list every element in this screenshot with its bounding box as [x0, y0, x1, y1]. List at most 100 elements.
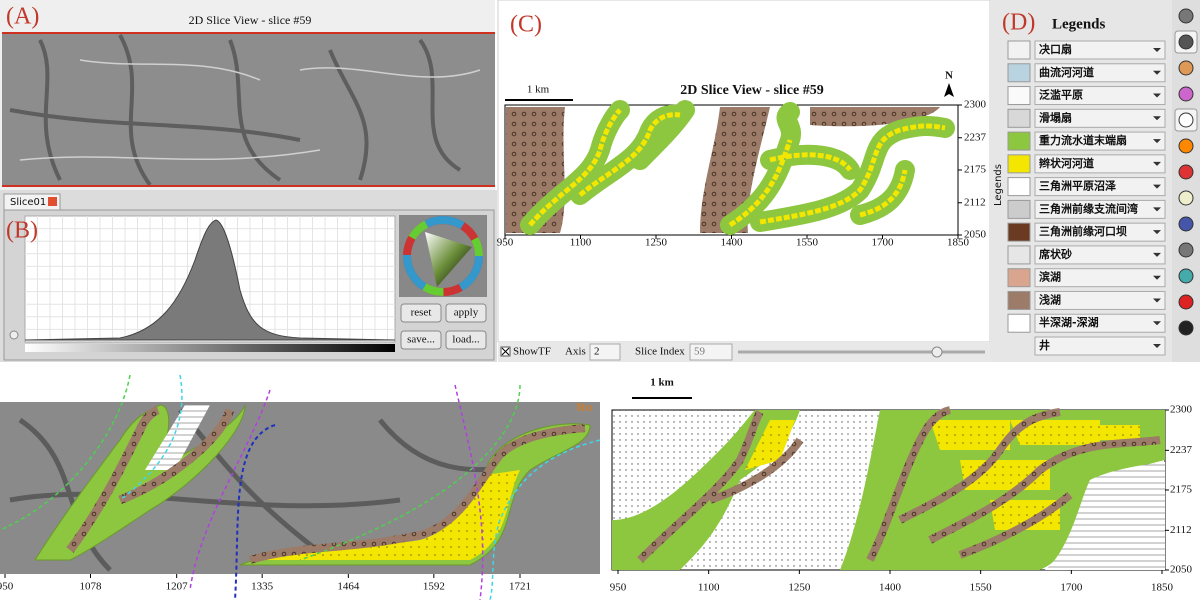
legend-swatch — [1007, 154, 1031, 174]
axis-select[interactable] — [589, 343, 621, 361]
y-tick-label: 2237 — [1170, 444, 1193, 456]
dropdown-arrow — [1153, 184, 1161, 189]
map-c-axes: 950 1100 1250 1400 1550 1700 1850 2300 2237 2175 2… — [497, 99, 987, 249]
legend-label: 半深湖-深湖 — [1039, 315, 1099, 329]
legend-select[interactable] — [1034, 290, 1166, 310]
facies-braided — [745, 420, 795, 470]
legend-select[interactable] — [1034, 86, 1166, 106]
x-tick-label: 1250 — [645, 237, 668, 249]
legend-swatch — [1007, 290, 1031, 310]
x-tick-label: 950 — [497, 237, 514, 249]
slider-handle[interactable] — [9, 330, 19, 340]
button[interactable] — [400, 330, 442, 350]
legend-swatch — [1007, 177, 1031, 197]
dropdown-arrow — [1153, 70, 1161, 75]
dropdown-arrow — [1153, 321, 1161, 326]
button[interactable] — [445, 303, 487, 323]
slider-handle[interactable] — [931, 346, 943, 358]
boundary — [454, 384, 484, 600]
tool-icon — [1178, 216, 1194, 232]
legends-side-label: Legends — [993, 164, 1004, 206]
color-wheel — [403, 216, 483, 296]
tool-icon — [1178, 138, 1194, 154]
texture — [9, 408, 541, 572]
histogram — [24, 219, 396, 341]
facies-channel — [66, 405, 235, 553]
x-tick-label: 1207 — [166, 581, 189, 593]
x-tick-label: 1850 — [1151, 582, 1174, 594]
showtf-label: ShowTF — [513, 346, 551, 358]
slice-spinbox[interactable] — [689, 343, 733, 361]
legend-select[interactable] — [1034, 199, 1166, 219]
legend-label: 泛滥平原 — [1039, 88, 1083, 102]
dropdown-arrow — [1153, 252, 1161, 257]
color-triangle[interactable] — [425, 232, 472, 287]
legend-select[interactable] — [1034, 154, 1166, 174]
y-tick-label: 2050 — [964, 229, 987, 241]
legend-select[interactable] — [1034, 40, 1166, 60]
legend-select[interactable] — [1034, 131, 1166, 151]
button-label: apply — [454, 307, 479, 319]
panel-a: 2D Slice View - slice #59 (A) — [0, 0, 495, 190]
legend-list: 决口扇曲流河河道泛滥平原滑塌扇重力流水道末端扇辫状河河道三角洲平原沼泽三角洲前缘… — [1007, 40, 1166, 356]
x-tick-label: 1700 — [1060, 582, 1083, 594]
legend-swatch — [1007, 40, 1031, 60]
axis-value: 2 — [594, 346, 600, 358]
boundary — [189, 389, 271, 591]
legend-select[interactable] — [1034, 245, 1166, 265]
legend-select[interactable] — [1034, 222, 1166, 242]
toolbar-icons — [1174, 8, 1198, 336]
facies-braided — [728, 123, 946, 228]
panel-label: (D) — [1002, 10, 1035, 36]
y-tick-label: 2050 — [1170, 564, 1193, 576]
x-tick-label: 1550 — [796, 237, 819, 249]
button-label: reset — [411, 307, 432, 319]
color-ramp — [25, 344, 395, 352]
tool-icon — [1178, 242, 1194, 258]
facies-fan — [612, 410, 800, 570]
texture — [19, 59, 481, 161]
facies-channel — [637, 409, 804, 563]
tool-icon — [1178, 86, 1194, 102]
tool-icon — [1178, 190, 1194, 206]
button[interactable] — [445, 330, 487, 350]
tab-close[interactable] — [48, 197, 57, 206]
button[interactable] — [400, 303, 442, 323]
y-tick-label: 2175 — [964, 164, 987, 176]
facies-channel — [866, 406, 1161, 562]
legend-label: 三角洲前缘支流间湾 — [1039, 201, 1138, 215]
x-tick-label: 1100 — [570, 237, 592, 249]
legend-select[interactable] — [1034, 177, 1166, 197]
y-tick-label: 2300 — [1170, 404, 1193, 416]
tab-label: Slice01 — [10, 197, 46, 208]
panel-b: Slice01 reset apply save... load... (B) — [0, 190, 497, 362]
panel-label: (C) — [510, 12, 542, 38]
legend-select[interactable] — [1034, 268, 1166, 288]
bottom-left-axis: 950 1078 1207 1335 1464 1592 1721 — [0, 574, 531, 593]
y-tick-label: 2112 — [964, 196, 986, 208]
boundary — [0, 374, 131, 531]
legend-label: 滑塌扇 — [1039, 110, 1072, 124]
axis-label: Axis — [565, 346, 586, 358]
dropdown-arrow — [1153, 93, 1161, 98]
tool-icon — [1178, 320, 1194, 336]
panel-label: (B) — [6, 218, 38, 244]
legend-select[interactable] — [1034, 336, 1166, 356]
legend-swatch — [1007, 63, 1031, 83]
well-label: No — [576, 401, 593, 414]
panel-c: (C) 1 km 2D Slice View - slice #59 N 950… — [497, 0, 999, 343]
legend-select[interactable] — [1034, 313, 1166, 333]
dropdown-arrow — [1153, 298, 1161, 303]
bottom-right: 1 km 950 1100 1250 1400 1550 1700 1850 2300 2237… — [610, 377, 1193, 594]
button-label: load... — [452, 334, 479, 346]
legend-select[interactable] — [1034, 63, 1166, 83]
tool-icon — [1178, 112, 1194, 128]
texture — [9, 34, 462, 187]
scale-label: 1 km — [527, 84, 550, 96]
dropdown-arrow — [1153, 161, 1161, 166]
panel-label: (A) — [6, 4, 39, 30]
x-tick-label: 1250 — [788, 582, 811, 594]
legend-select[interactable] — [1034, 108, 1166, 128]
panel-d: Legends (D) Legends 决口扇曲流河河道泛滥平原滑塌扇重力流水道… — [990, 0, 1200, 362]
legend-label: 辫状河河道 — [1039, 156, 1094, 170]
